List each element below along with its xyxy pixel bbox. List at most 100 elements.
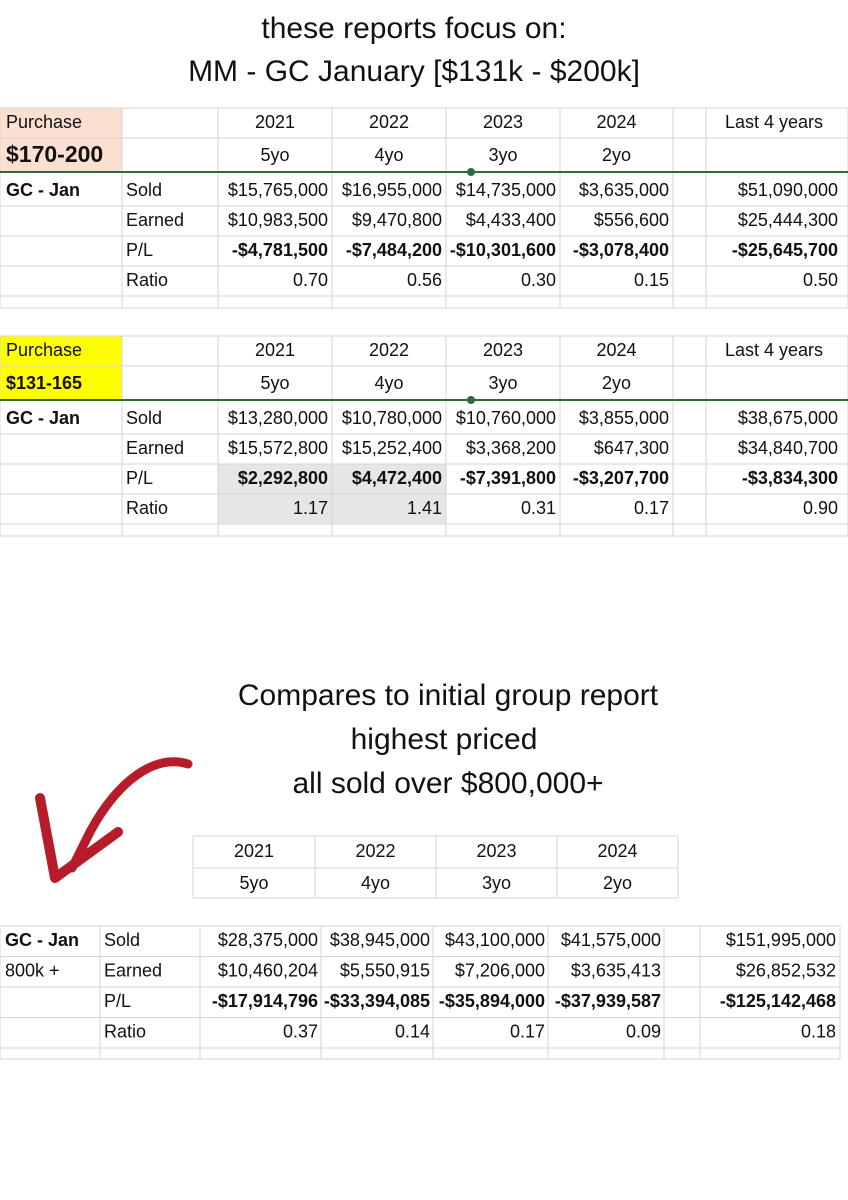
purchase-range: $131-165: [6, 373, 82, 393]
cell-total: 0.18: [801, 1021, 836, 1041]
cell-value: $16,955,000: [342, 180, 442, 200]
year: 2021: [255, 112, 295, 132]
cell-value: 0.56: [407, 270, 442, 290]
cell-total: -$3,834,300: [742, 468, 838, 488]
title-line: these reports focus on:: [261, 12, 566, 45]
purchase-label: Purchase: [6, 112, 82, 132]
cell-value: 0.30: [521, 270, 556, 290]
year: 2021: [255, 340, 295, 360]
cell-value: -$3,207,700: [573, 468, 669, 488]
cell-value: -$3,078,400: [573, 240, 669, 260]
cell-value: $28,375,000: [218, 930, 318, 950]
row-label: P/L: [126, 240, 153, 260]
cell-total: $26,852,532: [736, 960, 836, 980]
year: 2024: [596, 112, 636, 132]
cell-total: $34,840,700: [738, 438, 838, 458]
age: 3yo: [488, 145, 517, 165]
cell-value: $15,252,400: [342, 438, 442, 458]
cell-value: 1.17: [293, 498, 328, 518]
year: 2022: [355, 841, 395, 861]
cell-value: $9,470,800: [352, 210, 442, 230]
year: 2022: [369, 112, 409, 132]
cell-value: $3,635,000: [579, 180, 669, 200]
cell-total: $151,995,000: [726, 930, 836, 950]
divider-dot: [467, 168, 475, 176]
cell-value: $10,460,204: [218, 960, 318, 980]
cell-value: $4,472,400: [352, 468, 442, 488]
cell-value: $15,572,800: [228, 438, 328, 458]
age: 3yo: [482, 873, 511, 893]
cell-value: $7,206,000: [455, 960, 545, 980]
cell-value: 1.41: [407, 498, 442, 518]
year: 2023: [483, 112, 523, 132]
cell-total: -$25,645,700: [732, 240, 838, 260]
age: 5yo: [239, 873, 268, 893]
row-label: Sold: [104, 930, 140, 950]
group: GC - Jan: [5, 930, 79, 950]
row-label: Earned: [126, 210, 184, 230]
compare-line: all sold over $800,000+: [292, 767, 603, 800]
subgroup: 800k +: [5, 960, 60, 980]
cell-value: $5,550,915: [340, 960, 430, 980]
cell-value: $41,575,000: [561, 930, 661, 950]
purchase-range: $170-200: [6, 141, 103, 167]
cell-value: $3,855,000: [579, 408, 669, 428]
cell-value: -$33,394,085: [324, 991, 430, 1011]
age: 3yo: [488, 373, 517, 393]
cell-value: 0.09: [626, 1021, 661, 1041]
cell-value: $38,945,000: [330, 930, 430, 950]
cell-value: $10,760,000: [456, 408, 556, 428]
age: 4yo: [361, 873, 390, 893]
cell-value: 0.14: [395, 1021, 430, 1041]
year: 2021: [234, 841, 274, 861]
row-label: Earned: [104, 960, 162, 980]
total-label: Last 4 years: [725, 340, 823, 360]
cell-value: $13,280,000: [228, 408, 328, 428]
age: 2yo: [602, 373, 631, 393]
age: 2yo: [602, 145, 631, 165]
cell-value: 0.17: [510, 1021, 545, 1041]
cell-value: -$7,484,200: [346, 240, 442, 260]
cell-value: $556,600: [594, 210, 669, 230]
cell-value: $647,300: [594, 438, 669, 458]
cell-value: -$17,914,796: [212, 991, 318, 1011]
year: 2024: [596, 340, 636, 360]
year: 2024: [597, 841, 637, 861]
group: GC - Jan: [6, 180, 80, 200]
row-label: Sold: [126, 180, 162, 200]
purchase-label: Purchase: [6, 340, 82, 360]
cell-value: 0.37: [283, 1021, 318, 1041]
purchase-cell: [0, 336, 122, 400]
cell-total: 0.90: [803, 498, 838, 518]
cell-value: -$7,391,800: [460, 468, 556, 488]
cell-value: $10,780,000: [342, 408, 442, 428]
cell-value: 0.31: [521, 498, 556, 518]
cell-value: -$35,894,000: [439, 991, 545, 1011]
age: 4yo: [374, 145, 403, 165]
row-label: P/L: [126, 468, 153, 488]
group: GC - Jan: [6, 408, 80, 428]
compare-line: Compares to initial group report: [238, 679, 659, 712]
total-label: Last 4 years: [725, 112, 823, 132]
title-line: MM - GC January [$131k - $200k]: [188, 55, 640, 88]
cell-value: $3,635,413: [571, 960, 661, 980]
age: 4yo: [374, 373, 403, 393]
cell-value: $15,765,000: [228, 180, 328, 200]
compare-line: highest priced: [351, 723, 538, 756]
purchase-cell: [0, 108, 122, 172]
cell-total: $25,444,300: [738, 210, 838, 230]
cell-value: -$37,939,587: [555, 991, 661, 1011]
cell-value: $10,983,500: [228, 210, 328, 230]
row-label: Earned: [126, 438, 184, 458]
cell-value: $4,433,400: [466, 210, 556, 230]
cell-value: 0.70: [293, 270, 328, 290]
cell-value: $14,735,000: [456, 180, 556, 200]
cell-value: $2,292,800: [238, 468, 328, 488]
divider-dot: [467, 396, 475, 404]
year: 2023: [476, 841, 516, 861]
cell-value: -$4,781,500: [232, 240, 328, 260]
cell-value: 0.15: [634, 270, 669, 290]
cell-value: $43,100,000: [445, 930, 545, 950]
age: 2yo: [603, 873, 632, 893]
